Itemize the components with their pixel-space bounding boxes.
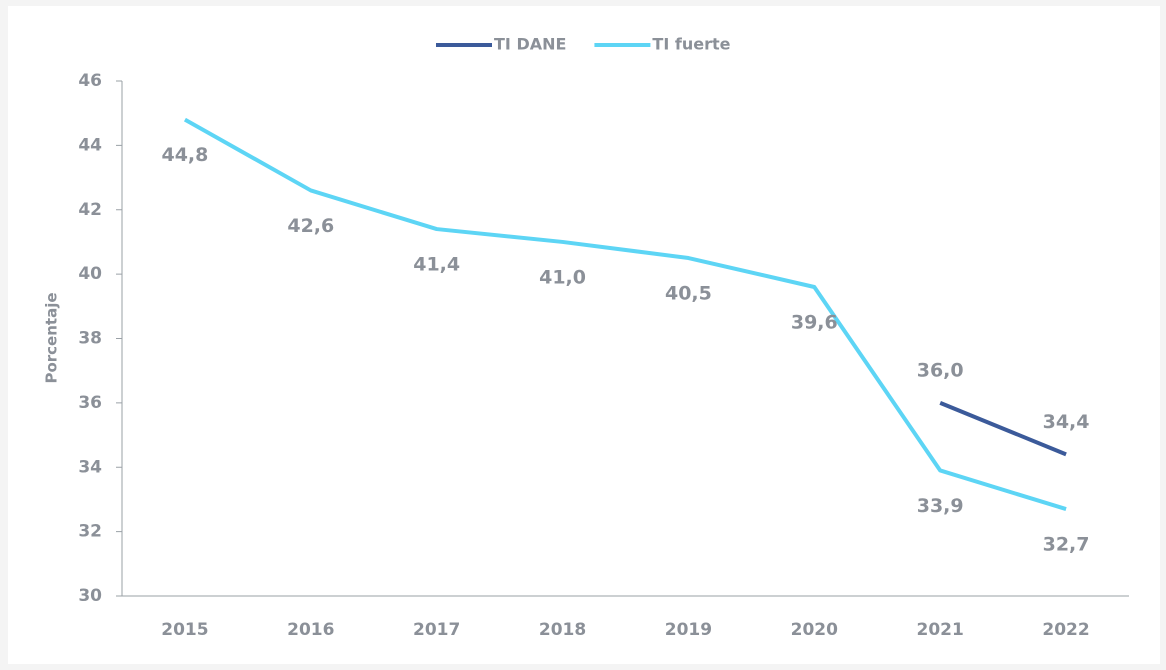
data-label: 44,8 (161, 144, 208, 166)
y-tick-label: 30 (78, 586, 102, 606)
x-tick-label: 2016 (287, 620, 334, 640)
data-label: 42,6 (287, 215, 334, 237)
legend-label: TI fuerte (652, 35, 730, 54)
legend-label: TI DANE (494, 35, 566, 54)
data-label: 41,0 (539, 266, 586, 288)
panel (8, 6, 1160, 664)
y-tick-label: 46 (78, 71, 102, 91)
y-tick-label: 38 (78, 329, 102, 349)
y-axis-label: Porcentaje (43, 292, 61, 383)
y-tick-label: 36 (78, 393, 102, 413)
x-tick-label: 2017 (413, 620, 460, 640)
y-tick-label: 32 (78, 522, 102, 542)
x-tick-label: 2015 (161, 620, 208, 640)
data-label: 40,5 (665, 283, 712, 305)
data-label: 41,4 (413, 254, 460, 276)
x-tick-label: 2019 (665, 620, 712, 640)
y-tick-label: 40 (78, 264, 102, 284)
data-label: 36,0 (917, 359, 964, 381)
data-label: 33,9 (917, 495, 964, 517)
line (183, 117, 1067, 512)
y-tick-label: 42 (78, 200, 102, 220)
data-label: 34,4 (1043, 411, 1090, 433)
y-tick-label: 44 (78, 135, 102, 155)
data-label: 39,6 (791, 312, 838, 334)
x-tick-label: 2021 (917, 620, 964, 640)
x-tick-label: 2018 (539, 620, 586, 640)
y-tick-label: 34 (78, 457, 102, 477)
x-tick-label: 2020 (791, 620, 838, 640)
line (939, 401, 1067, 457)
x-tick-label: 2022 (1042, 620, 1089, 640)
data-label: 32,7 (1043, 534, 1090, 556)
